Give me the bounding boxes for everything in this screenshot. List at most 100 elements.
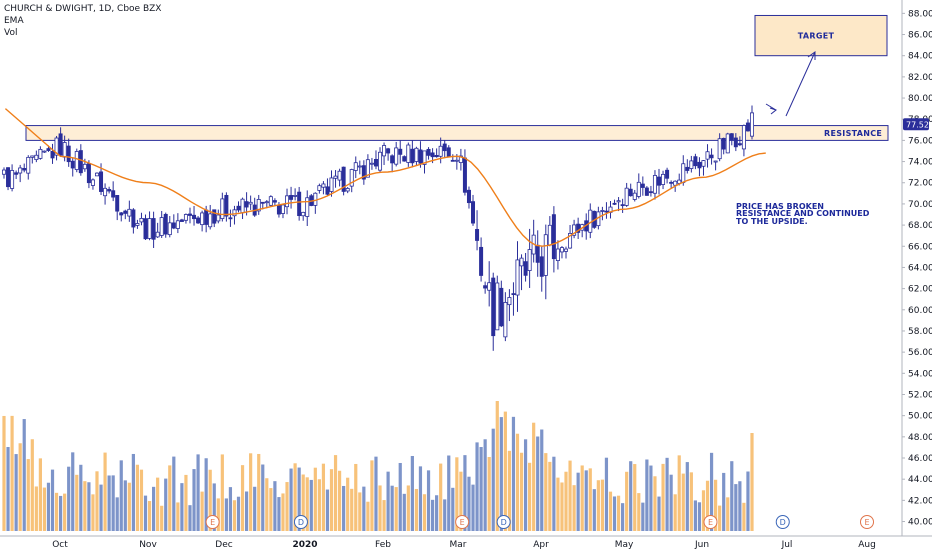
volume-bar[interactable] xyxy=(220,454,224,531)
candle-body[interactable] xyxy=(418,149,423,164)
volume-bar[interactable] xyxy=(592,489,596,531)
volume-bar[interactable] xyxy=(568,460,572,531)
candle-body[interactable] xyxy=(475,229,480,241)
candle-body[interactable] xyxy=(50,151,55,159)
candle-body[interactable] xyxy=(325,186,330,195)
event-marker[interactable]: E xyxy=(860,515,874,529)
candle-body[interactable] xyxy=(123,210,128,214)
candle-body[interactable] xyxy=(90,179,95,186)
volume-bar[interactable] xyxy=(657,496,661,531)
event-marker[interactable]: E xyxy=(455,515,470,529)
candle-body[interactable] xyxy=(151,218,156,240)
volume-bar[interactable] xyxy=(406,485,410,531)
candle-body[interactable] xyxy=(466,189,471,204)
candle-body[interactable] xyxy=(745,122,750,132)
candle-body[interactable] xyxy=(232,209,237,217)
volume-bar[interactable] xyxy=(523,439,528,531)
volume-bar[interactable] xyxy=(152,486,156,531)
candle-body[interactable] xyxy=(26,156,31,174)
candle-body[interactable] xyxy=(74,151,79,170)
event-marker[interactable]: D xyxy=(293,515,308,529)
volume-bar[interactable] xyxy=(59,495,63,531)
volume-bar[interactable] xyxy=(604,457,609,531)
candle-body[interactable] xyxy=(648,191,653,194)
candle-body[interactable] xyxy=(559,247,564,253)
volume-bar[interactable] xyxy=(87,482,91,531)
candle-body[interactable] xyxy=(539,256,544,277)
volume-bar[interactable] xyxy=(176,502,180,531)
candle-body[interactable] xyxy=(624,187,629,206)
candle-body[interactable] xyxy=(248,201,253,205)
volume-bar[interactable] xyxy=(30,439,34,531)
candle-body[interactable] xyxy=(127,208,132,217)
candle-body[interactable] xyxy=(697,161,702,169)
candle-body[interactable] xyxy=(14,172,19,175)
volume-bar[interactable] xyxy=(228,487,233,531)
volume-bar[interactable] xyxy=(14,454,18,531)
candle-body[interactable] xyxy=(147,218,152,239)
volume-bar[interactable] xyxy=(143,495,148,531)
candle-body[interactable] xyxy=(725,133,730,154)
volume-bar[interactable] xyxy=(584,470,588,531)
volume-bar[interactable] xyxy=(734,484,738,531)
volume-bar[interactable] xyxy=(188,505,192,531)
volume-bar[interactable] xyxy=(443,499,447,531)
candle-body[interactable] xyxy=(34,154,39,160)
candle-body[interactable] xyxy=(293,195,298,197)
volume-bar[interactable] xyxy=(467,476,471,531)
candle-body[interactable] xyxy=(721,137,726,150)
candle-body[interactable] xyxy=(200,212,205,226)
volume-bar[interactable] xyxy=(111,475,115,531)
candle-body[interactable] xyxy=(297,191,302,217)
volume-bar[interactable] xyxy=(548,461,552,531)
volume-bar[interactable] xyxy=(661,463,665,531)
candle-body[interactable] xyxy=(568,233,573,249)
candle-body[interactable] xyxy=(713,160,718,163)
candle-body[interactable] xyxy=(640,183,645,188)
candle-body[interactable] xyxy=(301,211,306,217)
volume-bar[interactable] xyxy=(726,497,730,531)
volume-bar[interactable] xyxy=(439,463,443,531)
candle-body[interactable] xyxy=(10,170,15,189)
candle-body[interactable] xyxy=(378,151,383,171)
candle-body[interactable] xyxy=(616,200,621,203)
candle-body[interactable] xyxy=(179,219,184,222)
candle-body[interactable] xyxy=(208,213,213,228)
volume-bar[interactable] xyxy=(693,500,697,531)
volume-bar[interactable] xyxy=(184,474,188,531)
candle-body[interactable] xyxy=(337,170,342,181)
volume-bar[interactable] xyxy=(115,497,119,531)
candle-body[interactable] xyxy=(483,285,488,289)
candle-body[interactable] xyxy=(373,159,378,167)
volume-bar[interactable] xyxy=(192,469,196,531)
volume-bar[interactable] xyxy=(519,452,524,531)
candle-body[interactable] xyxy=(357,165,362,168)
candle-body[interactable] xyxy=(402,156,407,162)
volume-bar[interactable] xyxy=(515,433,520,531)
candle-body[interactable] xyxy=(86,163,91,184)
candle-body[interactable] xyxy=(280,204,285,214)
candle-body[interactable] xyxy=(394,147,399,165)
candle-body[interactable] xyxy=(131,209,136,228)
candle-body[interactable] xyxy=(264,201,269,204)
candle-body[interactable] xyxy=(268,196,273,206)
legend-symbol[interactable]: CHURCH & DWIGHT, 1D, Cboe BZX xyxy=(4,4,162,14)
candle-body[interactable] xyxy=(434,154,439,158)
volume-bar[interactable] xyxy=(418,466,423,531)
volume-bar[interactable] xyxy=(471,484,475,531)
volume-bar[interactable] xyxy=(689,472,693,531)
volume-bar[interactable] xyxy=(746,471,750,531)
volume-bar[interactable] xyxy=(38,458,42,531)
volume-bar[interactable] xyxy=(552,456,556,531)
candle-body[interactable] xyxy=(220,198,225,219)
volume-bar[interactable] xyxy=(156,477,160,531)
candle-body[interactable] xyxy=(260,201,265,204)
candle-body[interactable] xyxy=(58,133,63,156)
candle-body[interactable] xyxy=(661,173,666,185)
volume-bar[interactable] xyxy=(564,471,568,531)
candle-body[interactable] xyxy=(183,214,188,221)
candle-body[interactable] xyxy=(321,183,326,188)
volume-bar[interactable] xyxy=(701,490,706,531)
candle-body[interactable] xyxy=(576,223,581,233)
event-marker[interactable]: E xyxy=(205,515,220,529)
